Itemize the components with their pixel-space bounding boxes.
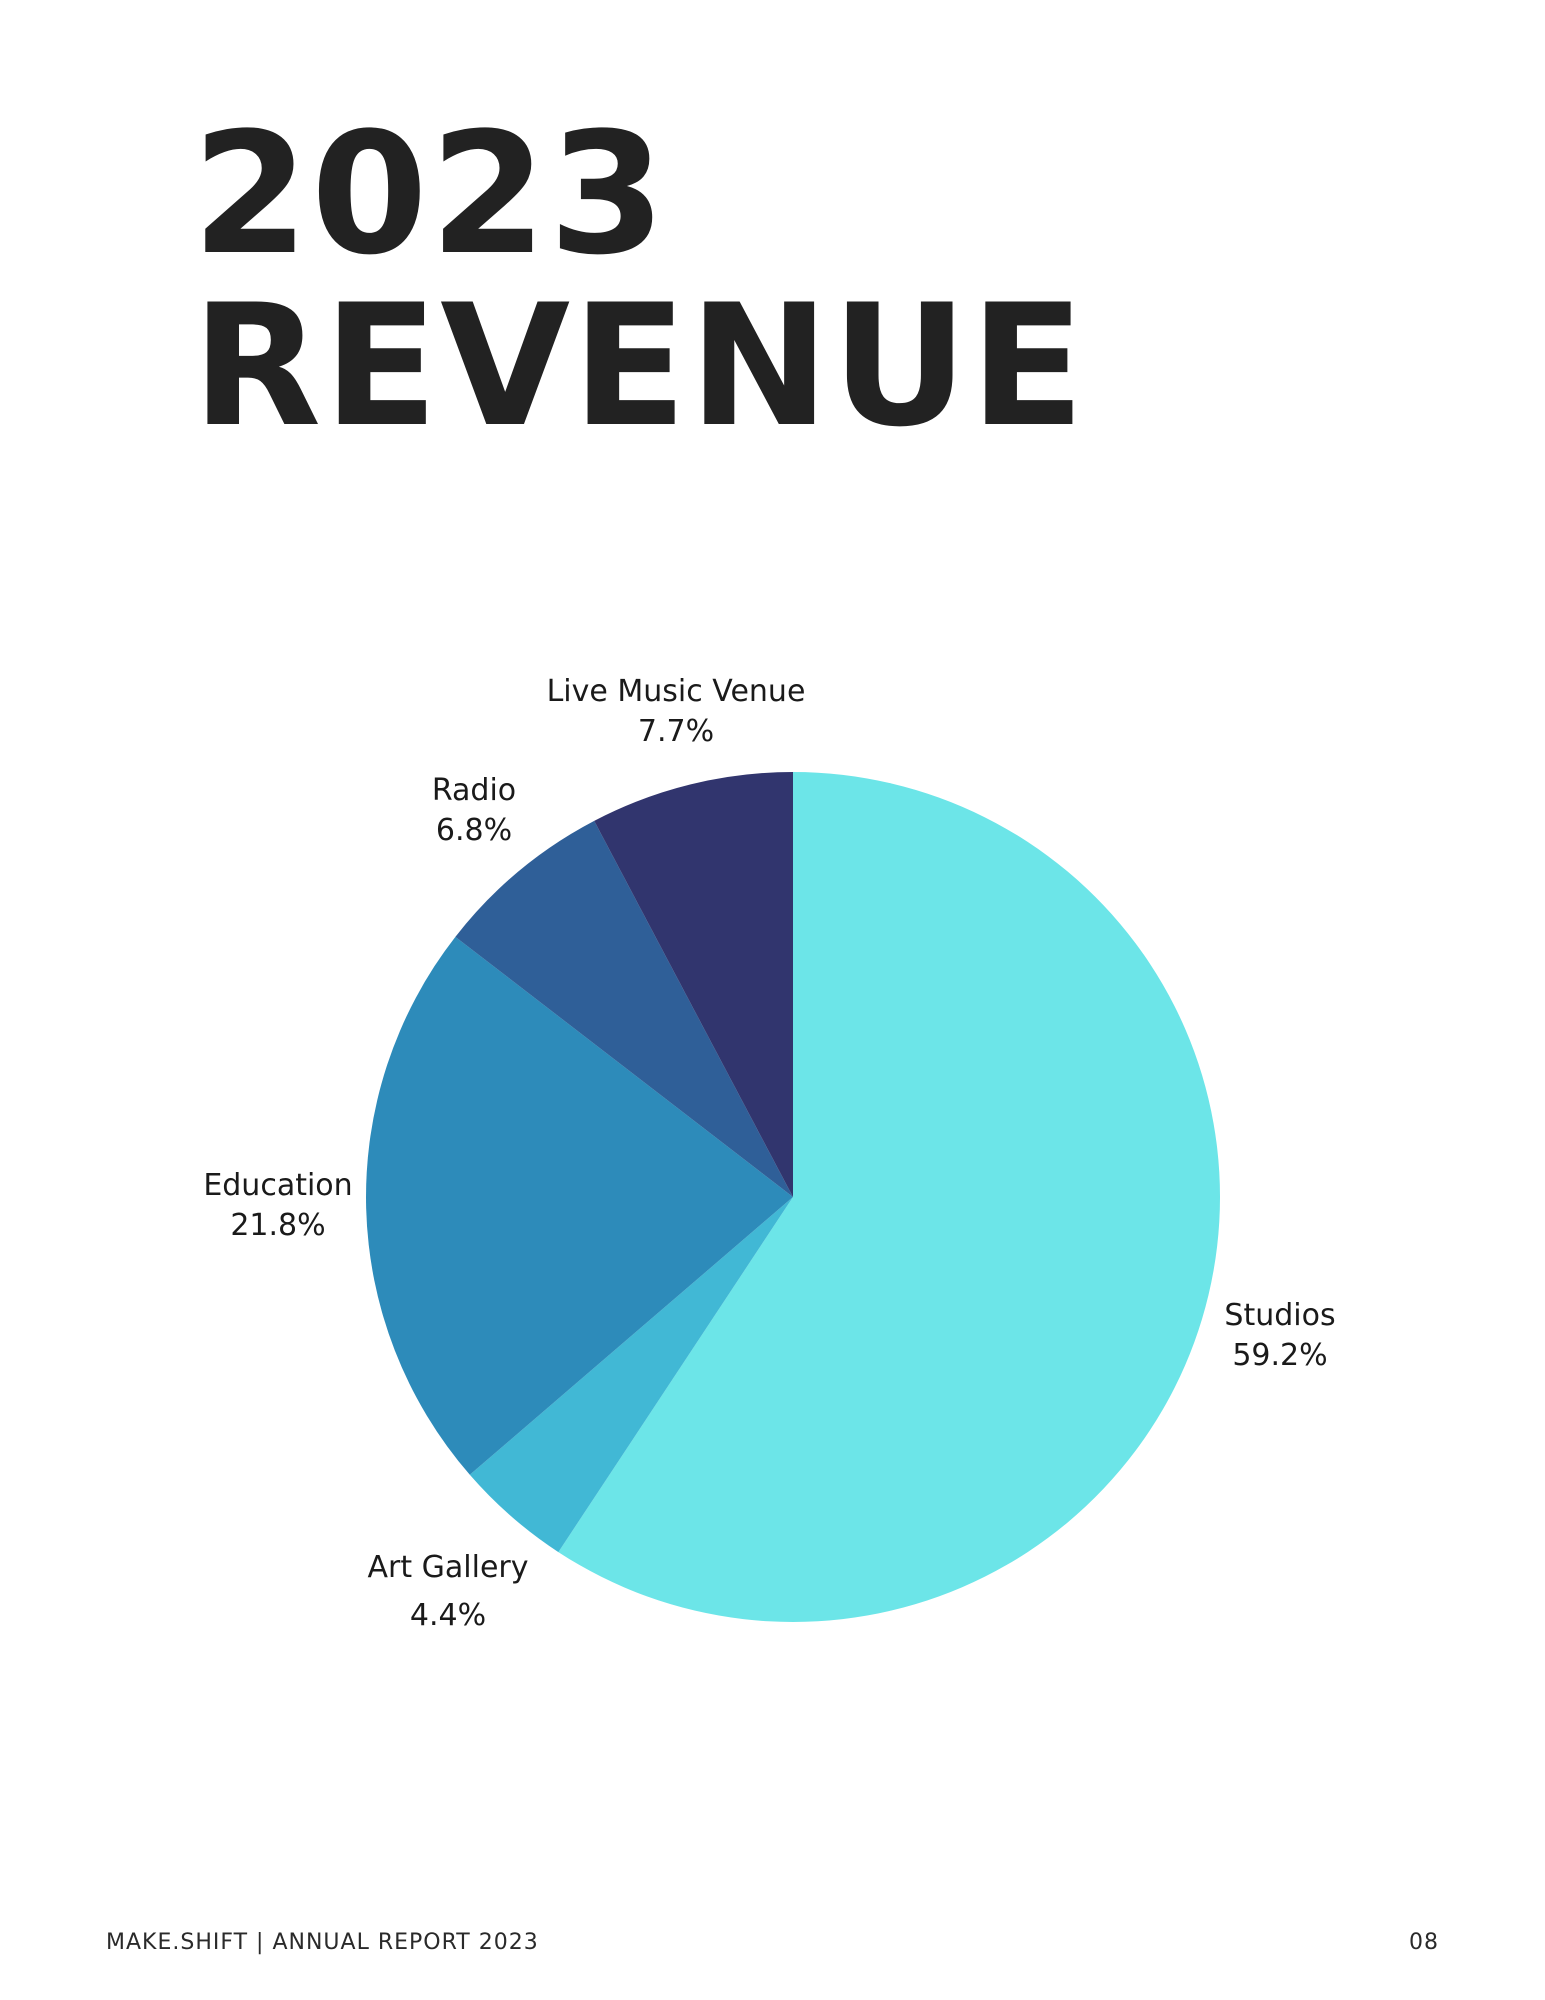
footer-report-title: MAKE.SHIFT | ANNUAL REPORT 2023 xyxy=(106,1930,539,1955)
slice-label-education: Education xyxy=(203,1168,352,1203)
slice-value-radio: 6.8% xyxy=(436,813,512,848)
title-year: 2023 xyxy=(192,96,668,292)
pie-slice-radio xyxy=(455,820,793,1197)
slice-value-education: 21.8% xyxy=(230,1208,325,1243)
pie-slice-studios xyxy=(558,772,1221,1622)
page-number: 08 xyxy=(1409,1930,1439,1955)
pie-slices xyxy=(366,772,1221,1622)
slice-label-live-music-venue: Live Music Venue xyxy=(547,674,806,709)
slice-label-studios: Studios xyxy=(1224,1298,1335,1333)
slice-value-live-music-venue: 7.7% xyxy=(638,714,714,749)
page-title: 2023 REVENUE xyxy=(192,108,1087,452)
slice-value-studios: 59.2% xyxy=(1232,1338,1327,1373)
title-word: REVENUE xyxy=(192,268,1087,464)
slice-label-radio: Radio xyxy=(432,773,516,808)
pie-slice-education xyxy=(366,936,793,1475)
slice-value-art-gallery: 4.4% xyxy=(410,1598,486,1633)
pie-labels: Studios 59.2% Art Gallery 4.4% Education 21.8… xyxy=(203,674,1335,1633)
slice-label-art-gallery: Art Gallery xyxy=(367,1550,528,1585)
pie-slice-live-music-venue xyxy=(594,772,793,1197)
pie-slice-art-gallery xyxy=(469,1197,793,1553)
